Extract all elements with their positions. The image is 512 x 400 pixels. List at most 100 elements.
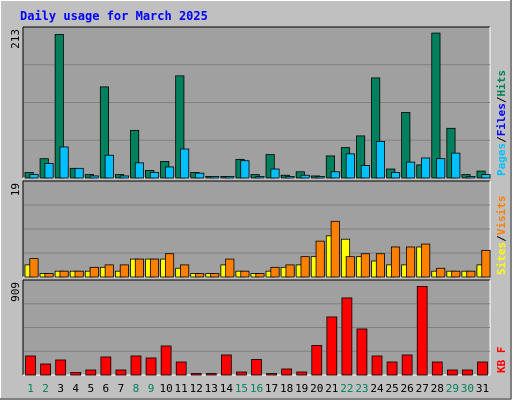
legend-separator: / xyxy=(495,235,508,242)
bar-visits-day-21 xyxy=(330,220,340,278)
bar-files-day-8 xyxy=(134,162,144,179)
bar-visits-day-22 xyxy=(345,256,355,278)
bar-hits-day-3 xyxy=(54,34,64,179)
bar-files-day-25 xyxy=(390,172,401,179)
bar-kb-f-day-31 xyxy=(477,361,488,376)
bar-visits-day-16 xyxy=(255,273,265,278)
bar-files-day-26 xyxy=(406,161,416,179)
day-label-25: 25 xyxy=(385,382,398,395)
bar-kb-f-day-14 xyxy=(220,354,232,376)
bar-kb-f-day-25 xyxy=(386,361,398,376)
bar-hits-day-23 xyxy=(356,135,366,179)
day-label-20: 20 xyxy=(310,382,323,395)
bar-kb-f-day-22 xyxy=(341,297,353,376)
bar-files-day-29 xyxy=(451,152,461,179)
bar-kb-f-day-17 xyxy=(266,373,277,376)
bar-visits-day-24 xyxy=(375,253,385,278)
bar-visits-day-18 xyxy=(285,264,295,278)
day-label-27: 27 xyxy=(416,382,429,395)
day-label-22: 22 xyxy=(340,382,353,395)
bar-files-day-21 xyxy=(330,171,340,179)
bar-visits-day-10 xyxy=(164,253,175,278)
bar-visits-day-31 xyxy=(481,249,491,278)
bar-files-day-24 xyxy=(375,141,385,179)
bar-visits-day-29 xyxy=(451,270,461,278)
bar-hits-day-6 xyxy=(99,86,110,179)
bar-visits-day-14 xyxy=(225,258,235,278)
legend-visits: Visits xyxy=(495,196,508,236)
legend-sites: Sites xyxy=(495,242,508,275)
bar-files-day-1 xyxy=(29,174,39,179)
bar-visits-day-11 xyxy=(180,264,190,278)
x-axis-day-labels: 1 2 3 4 5 6 7 8 9 10 11 12 13 14 15 16 17 18 19 20 21 22 23 24 2… xyxy=(27,382,489,395)
bar-hits-day-17 xyxy=(265,154,275,179)
legend-files: Files xyxy=(495,103,508,136)
day-label-14: 14 xyxy=(220,382,234,395)
bar-files-day-5 xyxy=(89,175,99,179)
bar-hits-day-26 xyxy=(401,112,411,179)
bar-visits-day-19 xyxy=(300,256,310,278)
bar-kb-f-day-19 xyxy=(296,371,308,376)
day-label-16: 16 xyxy=(250,382,263,395)
bar-hits-day-21 xyxy=(325,155,335,179)
bar-kb-f-day-4 xyxy=(70,372,82,376)
bar-kb-f-day-24 xyxy=(371,355,383,376)
day-label-26: 26 xyxy=(401,382,414,395)
day-label-30: 30 xyxy=(461,382,474,395)
bar-visits-day-9 xyxy=(149,258,160,278)
bar-files-day-14 xyxy=(225,176,235,179)
bar-kb-f-day-1 xyxy=(25,355,36,376)
bar-kb-f-day-3 xyxy=(55,359,67,376)
bar-visits-day-6 xyxy=(104,264,114,278)
bar-kb-f-day-29 xyxy=(446,369,458,376)
day-label-31: 31 xyxy=(476,382,489,395)
day-label-12: 12 xyxy=(190,382,203,395)
bar-kb-f-day-7 xyxy=(115,369,127,376)
bar-visits-day-4 xyxy=(74,270,84,278)
bar-visits-day-25 xyxy=(390,246,401,278)
bar-files-day-4 xyxy=(74,167,84,179)
bar-kb-f-day-30 xyxy=(462,369,473,376)
bar-files-day-16 xyxy=(255,176,265,179)
bar-files-day-6 xyxy=(104,154,114,179)
day-label-4: 4 xyxy=(72,382,79,395)
y-max-label: 19 xyxy=(9,183,22,196)
day-label-1: 1 xyxy=(27,382,34,395)
bar-kb-f-day-20 xyxy=(311,345,323,376)
bar-kb-f-day-9 xyxy=(145,357,157,376)
legend-separator: / xyxy=(495,136,508,143)
bar-kb-f-day-18 xyxy=(281,368,293,376)
y-max-label: 909 xyxy=(9,282,22,302)
bar-files-day-12 xyxy=(195,172,205,179)
bar-files-day-9 xyxy=(149,172,160,179)
bar-visits-day-12 xyxy=(195,273,205,278)
day-label-29: 29 xyxy=(446,382,459,395)
bar-visits-day-2 xyxy=(44,273,54,278)
day-label-10: 10 xyxy=(159,382,172,395)
bar-files-day-28 xyxy=(436,158,446,179)
bar-kb-f-day-15 xyxy=(236,371,247,376)
bar-files-day-2 xyxy=(44,163,54,179)
day-label-2: 2 xyxy=(42,382,49,395)
bar-files-day-15 xyxy=(240,160,250,179)
legend-kb-f: KB F xyxy=(495,347,508,374)
bar-visits-day-15 xyxy=(240,270,250,278)
bar-visits-day-23 xyxy=(360,253,370,278)
bar-visits-day-7 xyxy=(119,264,129,278)
bar-kb-f-day-27 xyxy=(416,285,428,376)
bar-files-day-10 xyxy=(164,166,175,179)
bar-files-day-3 xyxy=(59,146,69,179)
bar-files-day-17 xyxy=(270,168,280,179)
bar-files-day-22 xyxy=(345,153,355,179)
bar-kb-f-day-10 xyxy=(160,345,172,376)
bar-files-day-18 xyxy=(285,176,295,179)
bar-visits-day-28 xyxy=(436,267,446,278)
bar-kb-f-day-2 xyxy=(40,363,51,376)
day-label-8: 8 xyxy=(133,382,140,395)
bar-visits-day-17 xyxy=(270,266,280,278)
bar-visits-day-27 xyxy=(421,243,431,278)
legend-hits-files: Pages/Files/Hits xyxy=(495,70,508,176)
bar-visits-day-30 xyxy=(466,270,476,278)
